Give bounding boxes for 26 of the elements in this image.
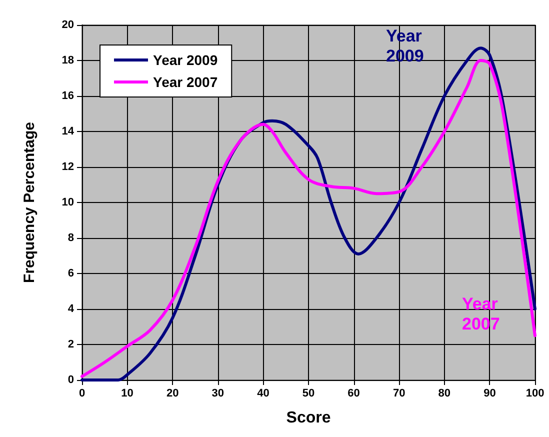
y-tick-label: 10 xyxy=(62,196,74,208)
x-tick-label: 0 xyxy=(78,388,86,400)
y-tick-label: 12 xyxy=(62,161,74,173)
y-tick-label: 16 xyxy=(62,90,74,102)
y-tick-label: 2 xyxy=(68,338,74,350)
x-tick-label: 90 xyxy=(484,388,496,400)
x-tick-label: 30 xyxy=(212,388,224,400)
x-tick-label: 80 xyxy=(438,388,451,400)
legend-label: Year 2007 xyxy=(153,74,218,90)
y-axis-title: Frequency Percentage xyxy=(21,122,38,283)
y-tick-label: 4 xyxy=(68,303,75,315)
x-tick-label: 60 xyxy=(348,388,360,400)
x-tick-label: 40 xyxy=(257,388,270,400)
y-tick-label: 8 xyxy=(68,232,74,244)
x-tick-label: 20 xyxy=(166,388,179,400)
x-tick-label: 100 xyxy=(526,388,544,400)
x-tick-label: 50 xyxy=(302,388,315,400)
y-tick-label: 14 xyxy=(62,126,75,138)
y-tick-label: 0 xyxy=(68,374,74,386)
y-tick-label: 6 xyxy=(68,268,74,280)
legend-label: Year 2009 xyxy=(153,52,218,68)
x-tick-label: 70 xyxy=(392,388,406,400)
y-tick-label: 18 xyxy=(62,54,74,66)
y-tick-label: 20 xyxy=(62,19,74,31)
x-axis-title: Score xyxy=(286,410,331,426)
x-tick-label: 10 xyxy=(121,388,134,400)
